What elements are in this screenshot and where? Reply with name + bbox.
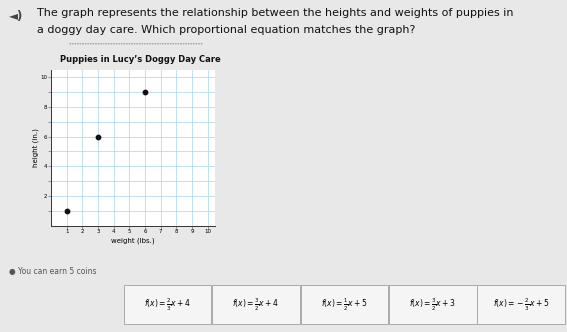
- Text: Puppies in Lucy’s Doggy Day Care: Puppies in Lucy’s Doggy Day Care: [60, 55, 221, 64]
- X-axis label: weight (lbs.): weight (lbs.): [112, 237, 155, 243]
- Text: $f(x)=\frac{3}{2}x+3$: $f(x)=\frac{3}{2}x+3$: [409, 296, 456, 313]
- Text: The graph represents the relationship between the heights and weights of puppies: The graph represents the relationship be…: [37, 8, 513, 18]
- Text: a doggy day care. Which proportional equation matches the graph?: a doggy day care. Which proportional equ…: [37, 25, 415, 35]
- Y-axis label: height (in.): height (in.): [33, 128, 39, 167]
- Text: ◄): ◄): [9, 10, 23, 23]
- Text: ● You can earn 5 coins: ● You can earn 5 coins: [9, 267, 96, 276]
- Text: $f(x)=\frac{1}{2}x+5$: $f(x)=\frac{1}{2}x+5$: [321, 296, 368, 313]
- Text: $f(x)=\frac{2}{3}x+4$: $f(x)=\frac{2}{3}x+4$: [144, 296, 191, 313]
- Point: [62, 208, 71, 213]
- Text: $f(x)=-\frac{2}{3}x+5$: $f(x)=-\frac{2}{3}x+5$: [493, 296, 549, 313]
- Text: $f(x)=\frac{3}{2}x+4$: $f(x)=\frac{3}{2}x+4$: [232, 296, 280, 313]
- Point: [141, 89, 150, 95]
- Point: [94, 134, 103, 139]
